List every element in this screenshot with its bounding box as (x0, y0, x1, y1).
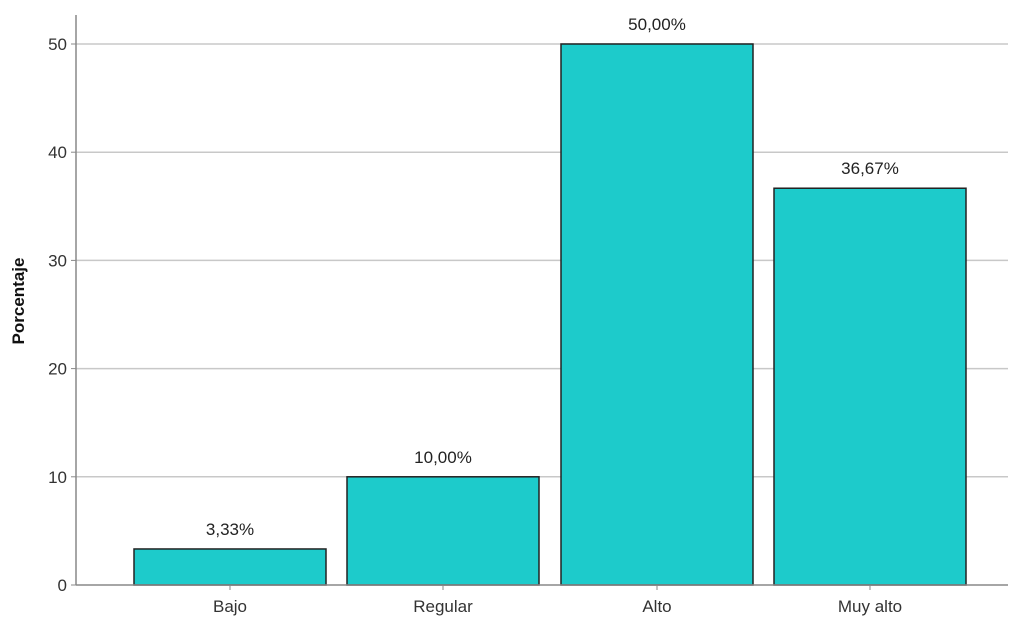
bar-alto (560, 43, 754, 586)
data-label-background (194, 516, 266, 540)
data-label: 3,33% (206, 520, 254, 539)
data-label-background (834, 156, 906, 180)
x-tick-label: Bajo (213, 597, 247, 616)
data-label: 10,00% (414, 448, 472, 467)
data-label-background (407, 444, 479, 468)
y-tick-label: 40 (48, 143, 67, 162)
data-label: 36,67% (841, 159, 899, 178)
y-tick-label: 30 (48, 251, 67, 270)
y-tick-label: 50 (48, 35, 67, 54)
labels: 0 10 20 30 40 50 3,33% Bajo 10,00% Regular 50,00% A… (48, 12, 906, 616)
data-label: 50,00% (628, 15, 686, 34)
y-axis-title: Porcentaje (9, 258, 28, 345)
bar-regular (346, 476, 540, 586)
bar-bajo (133, 548, 327, 586)
bars (133, 43, 967, 586)
axes (71, 15, 1008, 590)
x-tick-label: Regular (413, 597, 473, 616)
y-tick-label: 0 (58, 576, 67, 595)
x-tick-label: Muy alto (838, 597, 902, 616)
x-tick-label: Alto (642, 597, 671, 616)
y-tick-label: 20 (48, 360, 67, 379)
data-label-background (621, 12, 693, 35)
y-tick-label: 10 (48, 468, 67, 487)
bar-muy-alto (773, 187, 967, 586)
